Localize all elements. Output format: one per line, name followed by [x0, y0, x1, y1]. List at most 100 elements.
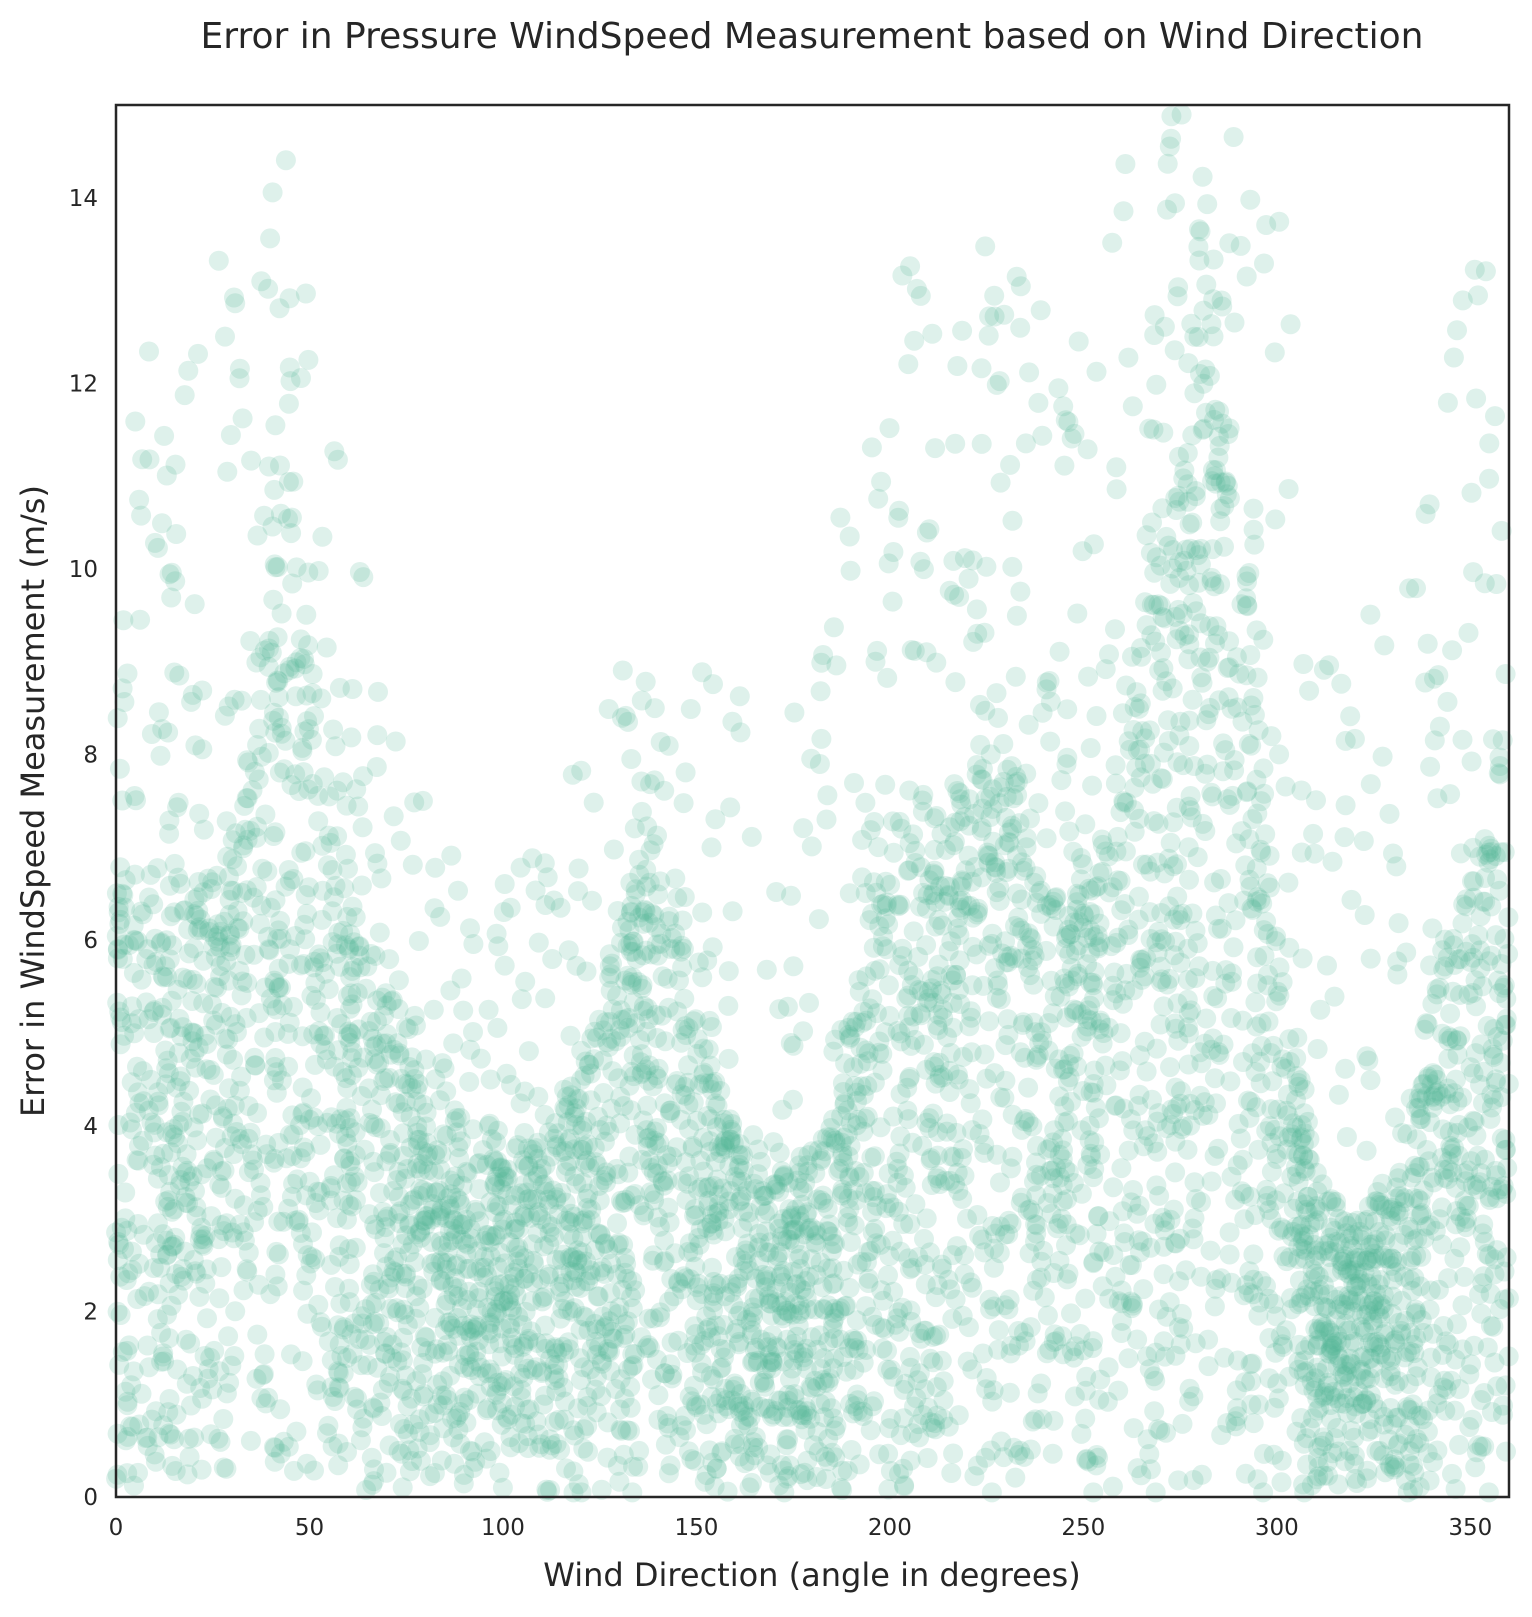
- scatter-point: [1305, 1368, 1326, 1389]
- scatter-point: [431, 1198, 452, 1219]
- scatter-point: [636, 876, 657, 897]
- scatter-point: [1169, 620, 1190, 641]
- scatter-point: [411, 1227, 432, 1248]
- scatter-point: [1210, 869, 1231, 889]
- scatter-point: [1464, 1335, 1484, 1356]
- scatter-point: [365, 945, 386, 966]
- scatter-point: [647, 1207, 668, 1228]
- scatter-point: [1421, 1367, 1442, 1388]
- scatter-point: [413, 1352, 434, 1373]
- scatter-point: [689, 1074, 710, 1095]
- scatter-point: [1497, 1157, 1518, 1178]
- scatter-point: [767, 1246, 788, 1267]
- scatter-point: [1295, 1285, 1316, 1306]
- scatter-point: [476, 1225, 497, 1245]
- scatter-point: [638, 1335, 659, 1356]
- scatter-point: [1177, 474, 1198, 495]
- scatter-point: [380, 1129, 401, 1150]
- scatter-point: [328, 1040, 349, 1061]
- scatter-point: [805, 1163, 826, 1184]
- scatter-point: [974, 1142, 995, 1163]
- scatter-point: [791, 1300, 811, 1321]
- scatter-point: [238, 752, 259, 773]
- scatter-point: [593, 1083, 614, 1103]
- scatter-point: [1363, 1314, 1384, 1335]
- scatter-point: [143, 894, 164, 915]
- scatter-point: [1351, 1394, 1372, 1415]
- scatter-point: [264, 1056, 285, 1077]
- scatter-point: [623, 1355, 644, 1376]
- scatter-point: [352, 1313, 373, 1334]
- scatter-point: [1427, 1440, 1448, 1461]
- scatter-point: [938, 886, 959, 906]
- scatter-point: [1356, 1046, 1377, 1067]
- scatter-point: [1247, 667, 1268, 688]
- scatter-point: [298, 635, 319, 656]
- scatter-point: [729, 1446, 750, 1467]
- scatter-point: [128, 1462, 148, 1483]
- scatter-point: [108, 1115, 129, 1135]
- scatter-point: [445, 1166, 465, 1187]
- scatter-point: [883, 1106, 904, 1127]
- scatter-point: [1340, 1260, 1361, 1281]
- scatter-point: [1181, 1000, 1201, 1021]
- scatter-point: [1307, 1210, 1328, 1231]
- scatter-point: [826, 1416, 847, 1436]
- scatter-point: [286, 557, 307, 578]
- scatter-point: [963, 631, 984, 652]
- scatter-point: [1438, 1268, 1459, 1289]
- scatter-point: [152, 513, 172, 534]
- scatter-point: [925, 438, 946, 459]
- scatter-point: [1399, 578, 1420, 599]
- scatter-point: [960, 1093, 981, 1114]
- scatter-point: [279, 1124, 300, 1145]
- scatter-point: [1160, 832, 1181, 853]
- scatter-point: [1328, 1084, 1349, 1105]
- scatter-point: [1184, 1172, 1205, 1193]
- scatter-point: [535, 1385, 555, 1406]
- scatter-point: [1356, 1468, 1377, 1489]
- scatter-point: [1185, 968, 1206, 988]
- scatter-point: [926, 806, 947, 826]
- scatter-point: [830, 507, 851, 528]
- scatter-point: [1084, 1159, 1105, 1179]
- scatter-point: [1240, 1091, 1261, 1112]
- scatter-point: [1146, 1175, 1167, 1196]
- scatter-point: [544, 1226, 564, 1247]
- scatter-point: [563, 1461, 584, 1482]
- scatter-point: [1016, 828, 1037, 849]
- scatter-point: [476, 1154, 497, 1175]
- scatter-point: [773, 1260, 794, 1281]
- scatter-point: [503, 1262, 524, 1283]
- scatter-point: [123, 915, 144, 936]
- scatter-point: [747, 1352, 768, 1373]
- scatter-point: [376, 1256, 397, 1277]
- scatter-point: [189, 1104, 210, 1125]
- scatter-point: [390, 1201, 411, 1222]
- scatter-point: [567, 1088, 588, 1109]
- scatter-point: [216, 1044, 237, 1065]
- scatter-point: [1458, 1160, 1479, 1181]
- scatter-point: [1372, 1173, 1393, 1194]
- scatter-point: [825, 1029, 846, 1050]
- scatter-point: [1023, 1280, 1044, 1301]
- scatter-point: [616, 1254, 637, 1275]
- scatter-point: [997, 759, 1018, 780]
- scatter-point: [1137, 1429, 1158, 1450]
- scatter-point: [1046, 1331, 1067, 1352]
- scatter-point: [1280, 314, 1301, 335]
- scatter-point: [1064, 423, 1085, 444]
- scatter-point: [1337, 1402, 1358, 1423]
- scatter-point: [1262, 1071, 1283, 1092]
- scatter-point: [646, 1349, 667, 1370]
- scatter-point: [899, 780, 920, 801]
- scatter-point: [1343, 1273, 1364, 1294]
- scatter-point: [1107, 870, 1128, 891]
- scatter-point: [1085, 1097, 1106, 1118]
- scatter-point: [1331, 673, 1352, 694]
- scatter-point: [121, 1241, 142, 1262]
- scatter-point: [1243, 1244, 1264, 1265]
- scatter-point: [813, 1348, 834, 1369]
- scatter-point: [1026, 866, 1047, 887]
- scatter-point: [871, 471, 892, 492]
